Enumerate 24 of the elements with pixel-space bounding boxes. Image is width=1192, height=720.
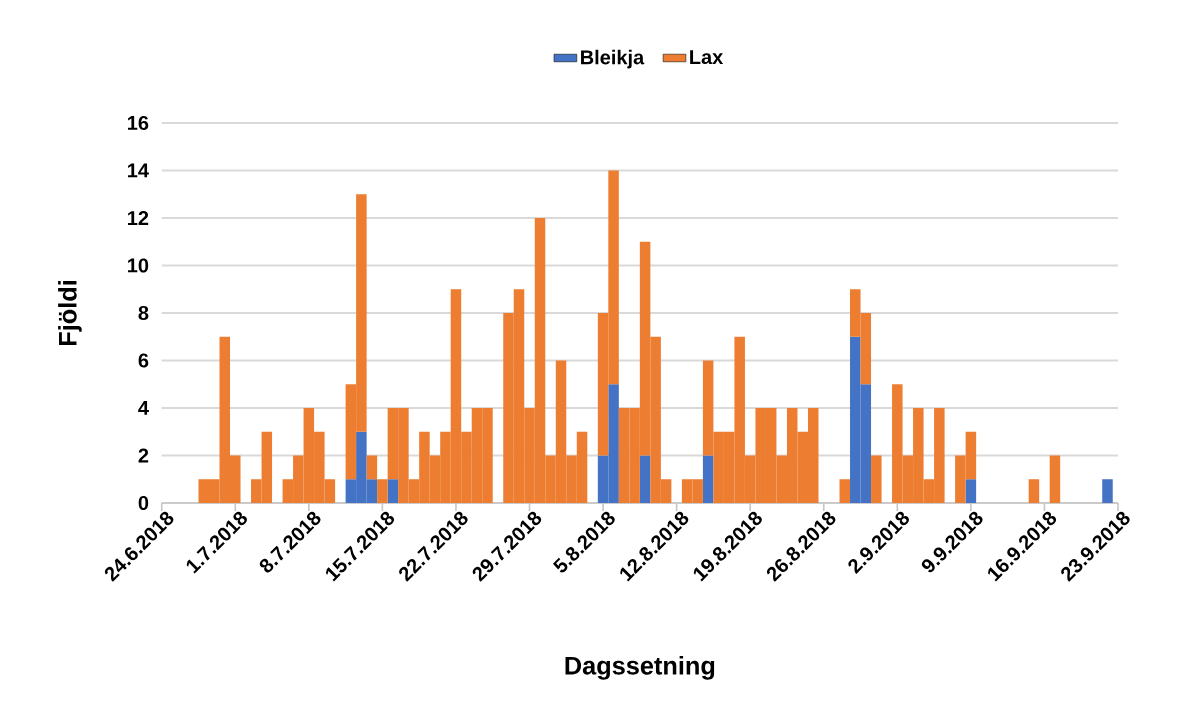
y-tick-label: 4 <box>138 401 149 415</box>
bar <box>965 479 977 503</box>
y-tick-label: 6 <box>138 353 149 368</box>
bar <box>702 455 714 503</box>
bar <box>1102 479 1113 503</box>
bar <box>1028 479 1040 503</box>
bar <box>871 455 882 503</box>
bar <box>366 455 378 480</box>
y-tick-label: 8 <box>138 305 149 321</box>
y-tick-label: 12 <box>128 211 149 225</box>
bar <box>387 479 399 503</box>
x-axis-title: Dagssetning <box>565 656 715 680</box>
y-tick-label: 16 <box>128 115 149 131</box>
y-axis-title: Fjöldi <box>58 280 82 346</box>
legend-label: Lax <box>690 50 724 65</box>
bar <box>377 479 388 503</box>
bar <box>839 479 851 503</box>
y-tick-label: 10 <box>128 258 149 273</box>
y-tick-label: 14 <box>128 163 149 178</box>
y-tick-label: 2 <box>138 448 149 463</box>
y-tick-label: 0 <box>138 495 149 511</box>
legend-label: Bleikja <box>581 49 645 69</box>
bar <box>1049 455 1061 503</box>
bar <box>639 455 651 503</box>
